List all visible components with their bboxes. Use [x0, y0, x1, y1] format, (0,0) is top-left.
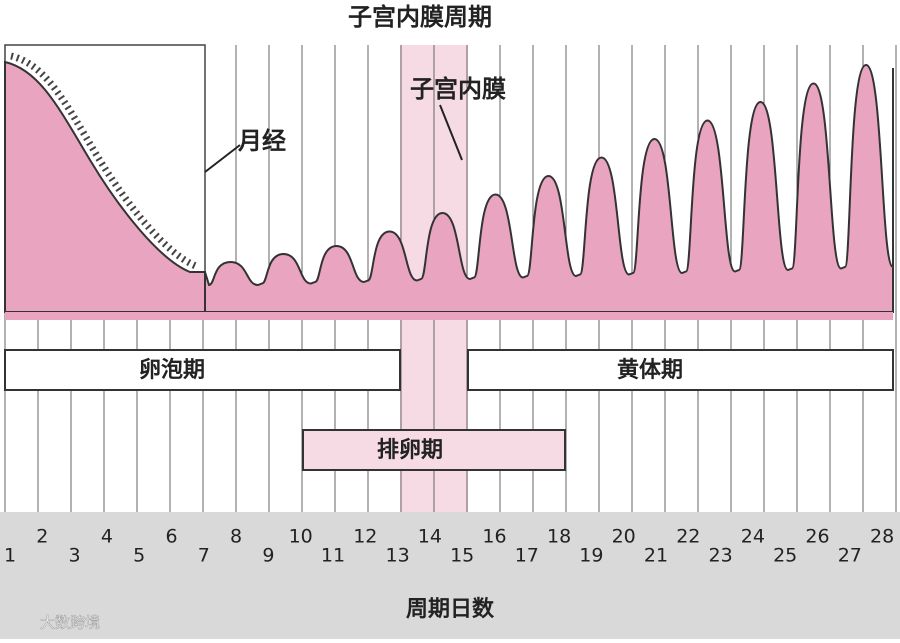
- day-label: 16: [482, 526, 506, 548]
- day-label: 22: [676, 526, 700, 548]
- phase-bar: [302, 429, 566, 471]
- shedding-lining: [4, 60, 206, 313]
- day-label: 7: [198, 545, 210, 567]
- day-label: 18: [547, 526, 571, 548]
- day-label: 9: [262, 545, 274, 567]
- phase-label: 排卵期: [377, 438, 443, 463]
- endometrium: [204, 63, 894, 313]
- day-label: 20: [612, 526, 636, 548]
- day-label: 10: [289, 526, 313, 548]
- day-label: 24: [741, 526, 765, 548]
- day-label: 14: [418, 526, 442, 548]
- day-label: 8: [230, 526, 242, 548]
- day-labels: 1234567891011121314151617181920212223242…: [4, 526, 894, 567]
- day-label: 3: [69, 545, 81, 567]
- day-label: 19: [579, 545, 603, 567]
- basal-layer: [5, 312, 893, 320]
- title: 子宫内膜周期: [348, 3, 492, 31]
- phase-label: 卵泡期: [139, 357, 205, 383]
- day-label: 21: [644, 545, 668, 567]
- day-label: 15: [450, 545, 474, 567]
- phase-bar: [4, 349, 401, 391]
- phase-bar: [467, 349, 894, 391]
- watermark: 大数跨境: [40, 614, 100, 632]
- axis-band: [0, 512, 900, 639]
- day-label: 17: [515, 545, 539, 567]
- day-label: 26: [805, 526, 829, 548]
- pointer: [204, 144, 241, 173]
- pointer: [439, 104, 463, 161]
- day-label: 4: [101, 526, 113, 548]
- day-label: 13: [386, 545, 410, 567]
- day-label: 5: [133, 545, 145, 567]
- axis-label: 周期日数: [406, 596, 495, 622]
- day-label: 6: [165, 526, 177, 548]
- day-label: 12: [353, 526, 377, 548]
- label: 子宫内膜: [410, 75, 506, 103]
- label: 月经: [237, 127, 286, 155]
- day-label: 27: [838, 545, 862, 567]
- day-label: 28: [870, 526, 894, 548]
- shedding-debris: [10, 52, 198, 270]
- day-label: 2: [36, 526, 48, 548]
- day-label: 1: [4, 545, 16, 567]
- day-label: 11: [321, 545, 345, 567]
- day-label: 25: [773, 545, 797, 567]
- phase-label: 黄体期: [617, 358, 683, 383]
- day-label: 23: [709, 545, 733, 567]
